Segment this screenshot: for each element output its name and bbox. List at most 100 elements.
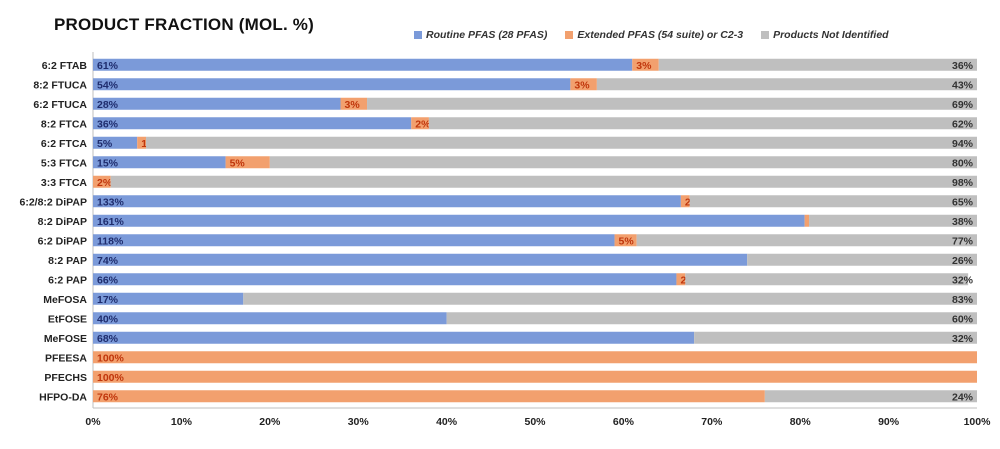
data-label-2: 77% — [952, 235, 974, 247]
bar-segment-2 — [596, 78, 977, 91]
bar-segment-0 — [93, 253, 748, 266]
legend-label-not-identified: Products Not Identified — [773, 29, 889, 41]
category-label: 3:3 FTCA — [41, 177, 88, 189]
data-label-2: 32% — [952, 274, 974, 286]
bar-segment-1 — [632, 58, 659, 71]
legend: Routine PFAS (28 PFAS) Extended PFAS (54… — [414, 29, 889, 41]
bar-segment-1 — [93, 175, 111, 188]
data-label-0: 118% — [97, 235, 124, 247]
bar-segment-0 — [93, 214, 805, 227]
legend-entry-routine: Routine PFAS (28 PFAS) — [414, 29, 547, 41]
bar-segment-0 — [93, 97, 341, 110]
category-label: 6:2 FTCA — [41, 138, 88, 150]
category-label: 6:2 DiPAP — [38, 235, 87, 247]
legend-label-routine: Routine PFAS (28 PFAS) — [426, 29, 548, 41]
bar-segment-2 — [243, 292, 977, 305]
bar-segment-2 — [658, 58, 977, 71]
x-tick-label: 0% — [85, 416, 101, 428]
data-label-2: 32% — [952, 333, 974, 345]
category-label: PFEESA — [45, 352, 87, 364]
x-tick-label: 90% — [878, 416, 900, 428]
x-tick-label: 80% — [790, 416, 812, 428]
data-label-1: 5% — [230, 157, 246, 169]
category-label: 6:2 FTUCA — [33, 99, 87, 111]
bar-segment-2 — [689, 195, 977, 208]
bar-segment-1 — [93, 390, 765, 403]
legend-entry-extended: Extended PFAS (54 suite) or C2-3 — [565, 29, 743, 41]
bar-segment-2 — [269, 156, 977, 169]
bar-segment-1 — [676, 273, 686, 286]
data-label-1: 100% — [97, 372, 125, 384]
data-label-1: 2% — [97, 177, 113, 189]
data-label-2: 38% — [952, 216, 974, 228]
data-label-1: 2% — [415, 118, 431, 130]
bar-segment-0 — [93, 78, 571, 91]
bar-segment-1 — [340, 97, 368, 110]
category-label: 5:3 FTCA — [41, 157, 88, 169]
data-label-1: 3% — [574, 79, 590, 91]
category-label: PFECHS — [44, 372, 87, 384]
bar-segment-1 — [225, 156, 270, 169]
data-label-0: 61% — [97, 60, 119, 72]
data-label-0: 54% — [97, 79, 119, 91]
x-tick-label: 60% — [613, 416, 635, 428]
bar-segment-2 — [694, 331, 977, 344]
bar-segment-1 — [137, 136, 147, 149]
data-label-2: 80% — [952, 157, 974, 169]
x-tick-label: 10% — [171, 416, 193, 428]
data-label-0: 74% — [97, 255, 119, 267]
bar-segment-0 — [93, 234, 615, 247]
legend-entry-not-identified: Products Not Identified — [761, 29, 889, 41]
category-label: EtFOSE — [48, 313, 87, 325]
bar-segment-2 — [636, 234, 977, 247]
data-label-2: 94% — [952, 138, 974, 150]
bar-segment-1 — [614, 234, 637, 247]
category-label: 8:2 FTCA — [41, 118, 88, 130]
data-label-0: 36% — [97, 118, 119, 130]
x-tick-label: 100% — [964, 416, 992, 428]
data-label-2: 60% — [952, 313, 974, 325]
bar-segment-2 — [146, 136, 978, 149]
data-label-0: 15% — [97, 157, 119, 169]
data-label-0: 28% — [97, 99, 119, 111]
data-label-2: 24% — [952, 391, 974, 403]
bar-segment-2 — [685, 273, 969, 286]
bar-segment-2 — [809, 214, 977, 227]
data-label-2: 69% — [952, 99, 974, 111]
bar-segment-0 — [93, 58, 633, 71]
x-tick-label: 20% — [259, 416, 281, 428]
bar-segment-1 — [804, 214, 810, 227]
data-label-0: 5% — [97, 138, 113, 150]
legend-label-extended: Extended PFAS (54 suite) or C2-3 — [577, 29, 744, 41]
bar-segment-0 — [93, 136, 138, 149]
category-label: 6:2 FTAB — [42, 60, 88, 72]
data-label-2: 65% — [952, 196, 974, 208]
bar-segment-0 — [93, 292, 244, 305]
category-label: 8:2 FTUCA — [33, 79, 87, 91]
bar-segment-1 — [411, 117, 429, 130]
data-label-0: 68% — [97, 333, 119, 345]
category-label: 6:2 PAP — [48, 274, 87, 286]
data-label-0: 133% — [97, 196, 125, 208]
data-label-2: 26% — [952, 255, 974, 267]
bar-segment-2 — [764, 390, 977, 403]
data-label-1: 3% — [636, 60, 652, 72]
data-label-1: 3% — [345, 99, 361, 111]
x-tick-label: 70% — [701, 416, 723, 428]
bar-segment-1 — [570, 78, 597, 91]
bar-segment-1 — [680, 195, 690, 208]
bar-segment-1 — [93, 370, 977, 383]
category-label: 8:2 PAP — [48, 255, 87, 267]
data-label-0: 161% — [97, 216, 125, 228]
bar-segment-1 — [93, 351, 977, 364]
legend-swatch-extended — [565, 31, 574, 39]
x-tick-label: 30% — [348, 416, 370, 428]
x-tick-label: 50% — [524, 416, 546, 428]
bar-segment-0 — [93, 195, 681, 208]
bar-segment-2 — [428, 117, 977, 130]
data-label-2: 43% — [952, 79, 974, 91]
data-label-0: 66% — [97, 274, 119, 286]
chart-title: PRODUCT FRACTION (MOL. %) — [54, 15, 314, 34]
bar-segment-0 — [93, 117, 412, 130]
